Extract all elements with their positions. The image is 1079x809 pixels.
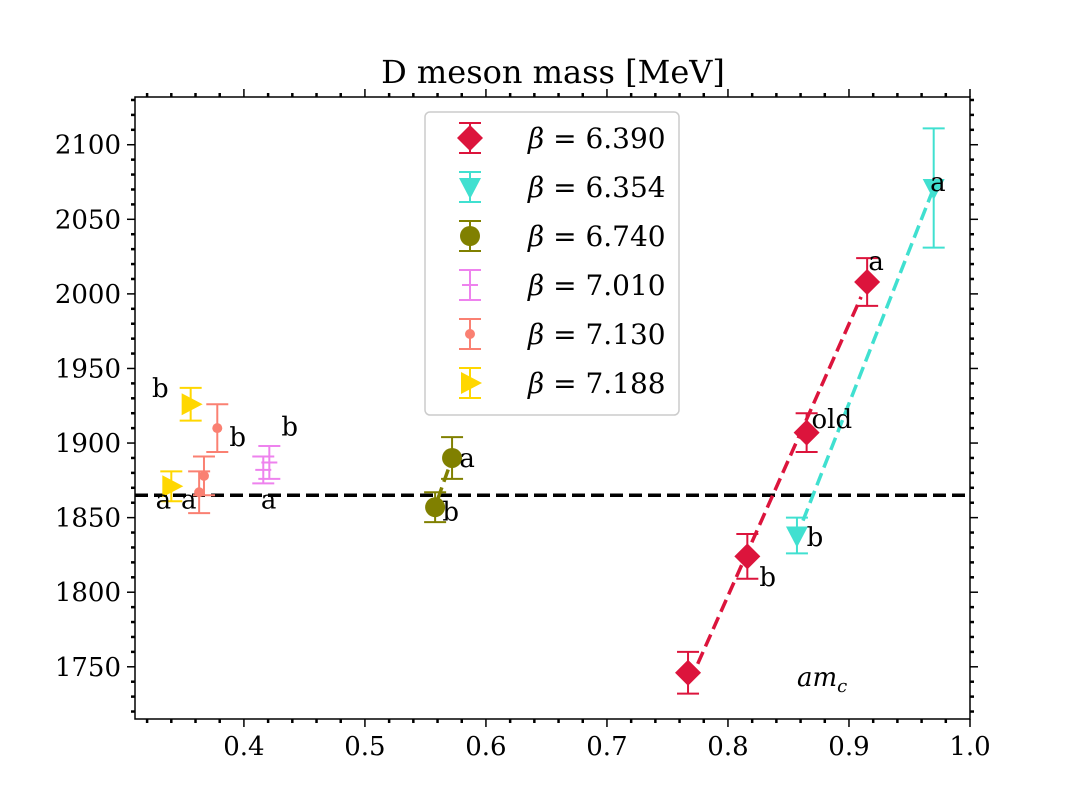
data-points — [160, 127, 945, 695]
legend-label: β = 6.740 — [527, 220, 666, 253]
point-annotation: a — [156, 486, 172, 516]
point-annotation: a — [459, 444, 475, 474]
data-point — [922, 178, 945, 200]
data-point — [212, 423, 223, 434]
data-point — [734, 543, 761, 570]
point-annotation: a — [261, 486, 277, 516]
point-annotation: b — [152, 374, 169, 404]
point-annotation: old — [811, 405, 852, 435]
legend-marker — [457, 125, 483, 151]
x-tick-label: 0.7 — [586, 732, 627, 762]
data-point — [181, 393, 203, 416]
x-tick-label: 0.5 — [344, 732, 385, 762]
axis-note: amc — [797, 663, 847, 697]
chart-title: D meson mass [MeV] — [381, 53, 725, 91]
y-tick-label: 1950 — [55, 354, 121, 384]
fit-lines — [435, 187, 936, 665]
x-tick-label: 0.4 — [223, 732, 264, 762]
series-3 — [252, 445, 281, 485]
series-2 — [424, 436, 464, 524]
legend-marker — [461, 372, 482, 394]
legend-label: β = 6.354 — [527, 171, 666, 204]
legend-label: β = 7.130 — [527, 318, 666, 351]
series-4 — [188, 403, 229, 515]
fit-line — [435, 464, 452, 501]
point-annotation: a — [181, 486, 197, 516]
series-0 — [675, 257, 881, 695]
data-point — [162, 475, 184, 498]
data-point — [442, 447, 463, 468]
legend-marker — [465, 329, 475, 339]
axes: 0.4 0.5 0.6 0.7 0.8 0.9 1.0 1750 1800 1850 1900 195… — [55, 89, 991, 762]
point-annotation: b — [442, 498, 459, 528]
legend-label: β = 7.010 — [527, 269, 666, 302]
legend-label: β = 7.188 — [527, 367, 666, 400]
x-tick-label: 0.6 — [465, 732, 506, 762]
point-annotation: b — [229, 423, 246, 453]
legend-label: β = 6.390 — [527, 122, 666, 155]
legend-box — [424, 111, 680, 416]
point-annotation: b — [281, 413, 298, 443]
y-tick-label: 1800 — [55, 578, 121, 608]
y-tick-label: 1850 — [55, 504, 121, 534]
y-tick-label: 2000 — [55, 280, 121, 310]
x-tick-label: 1.0 — [949, 732, 990, 762]
data-point — [198, 470, 209, 481]
data-point — [854, 268, 881, 295]
y-tick-label: 2100 — [55, 131, 121, 161]
plot-frame — [134, 96, 971, 720]
data-point — [785, 526, 808, 548]
point-annotation: a — [868, 247, 884, 277]
point-annotation: a — [930, 168, 946, 198]
point-annotation: b — [807, 523, 824, 553]
y-tick-label: 1750 — [55, 653, 121, 683]
series-1 — [785, 127, 945, 555]
data-point — [793, 419, 820, 446]
y-tick-label: 2050 — [55, 205, 121, 235]
legend-marker — [460, 226, 480, 246]
fit-line — [801, 187, 936, 522]
legend: β = 6.390 β = 6.354 β = 6.740 β = 7.010 β = … — [424, 111, 680, 416]
data-point — [675, 659, 702, 686]
x-tick-label: 0.8 — [707, 732, 748, 762]
legend-marker — [459, 178, 481, 199]
x-tick-label: 0.9 — [828, 732, 869, 762]
series-5 — [160, 386, 203, 503]
y-tick-label: 1900 — [55, 429, 121, 459]
point-annotation: b — [759, 563, 776, 593]
data-point — [425, 497, 446, 518]
fit-line — [696, 296, 863, 665]
